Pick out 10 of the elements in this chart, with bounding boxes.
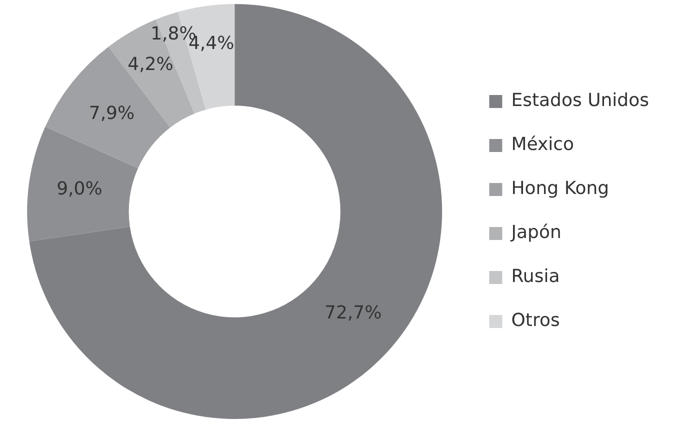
legend-label: Rusia bbox=[511, 266, 560, 288]
data-label: 7,9% bbox=[88, 102, 135, 124]
legend-label: Hong Kong bbox=[511, 178, 610, 200]
legend-label: México bbox=[511, 134, 574, 156]
legend-label: Estados Unidos bbox=[511, 90, 650, 112]
legend-label: Japón bbox=[510, 222, 562, 244]
data-label: 9,0% bbox=[56, 178, 102, 200]
data-label: 4,2% bbox=[128, 54, 174, 75]
data-label: 72,7% bbox=[324, 302, 382, 324]
legend-label: Otros bbox=[511, 310, 560, 332]
